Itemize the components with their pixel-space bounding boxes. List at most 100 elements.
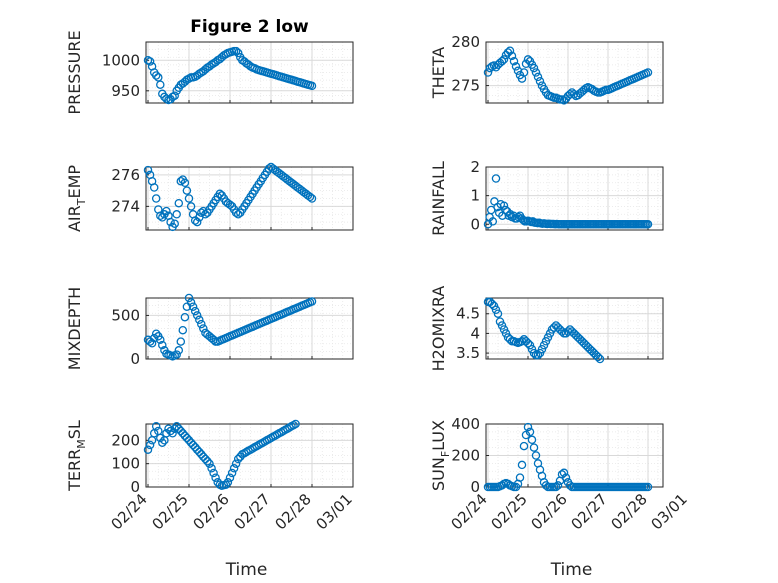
- data-point: [525, 340, 535, 350]
- data-point: [162, 429, 171, 438]
- data-point: [488, 217, 498, 226]
- data-point: [195, 315, 204, 325]
- series-airtemp: [143, 162, 317, 232]
- y-tick-label: 1: [470, 187, 480, 205]
- axes-box: [485, 166, 664, 231]
- data-point: [180, 312, 190, 322]
- data-point: [229, 464, 239, 473]
- y-axis-label-main: RAINFALL: [429, 161, 448, 236]
- data-point: [557, 327, 567, 336]
- y-axis-label: PRESSURE: [65, 30, 84, 114]
- subplot-sunflux: 0200400SUNFLUX02/2402/2502/2602/2702/280…: [429, 415, 691, 580]
- data-point: [192, 217, 202, 227]
- data-point: [207, 464, 216, 473]
- subplot-terrmsl: 0 100 200 TERRMSL 02/2402/2502/2602/2702/280…: [65, 419, 356, 580]
- data-point: [182, 186, 192, 195]
- y-axis-label-main: H2OMIXRA: [429, 286, 448, 372]
- data-point: [497, 56, 507, 66]
- data-point: [147, 339, 157, 348]
- data-point: [487, 299, 497, 309]
- data-point: [531, 451, 541, 460]
- data-point: [184, 194, 194, 203]
- x-tick-label: 02/24: [108, 490, 151, 533]
- x-tick-label: 02/25: [149, 490, 192, 533]
- data-point: [182, 302, 192, 311]
- y-axis-label: TERRMSL: [65, 420, 88, 492]
- data-point: [563, 327, 573, 336]
- data-point: [145, 440, 155, 450]
- data-point: [595, 354, 605, 364]
- y-tick-label: 2: [470, 158, 480, 176]
- y-tick-label: 3.5: [456, 344, 480, 362]
- data-point: [223, 478, 233, 487]
- data-point: [176, 337, 186, 346]
- data-point: [180, 178, 190, 188]
- y-axis-label-main: TERR: [65, 449, 84, 492]
- data-point: [643, 482, 653, 492]
- major-grid: [486, 298, 663, 359]
- data-point: [221, 480, 231, 489]
- y-tick-label: 200: [111, 431, 140, 449]
- y-axis-label: THETA: [429, 47, 448, 99]
- data-point: [201, 210, 210, 219]
- y-axis-label-main: PRESSURE: [65, 30, 84, 114]
- data-point: [499, 55, 509, 64]
- data-point: [151, 71, 161, 80]
- subplot-pressure: 950 1000 PRESSURE Figure 2 low: [65, 17, 354, 115]
- data-point: [497, 321, 507, 330]
- data-point: [190, 306, 200, 316]
- data-point: [143, 445, 153, 454]
- y-axis-label: AIRTEMP: [65, 165, 88, 232]
- series-rainfall: [483, 174, 653, 229]
- data-point: [145, 57, 155, 66]
- chart-title: Figure 2 low: [190, 17, 309, 37]
- series-pressure: [143, 46, 317, 105]
- data-point: [523, 422, 533, 432]
- x-tick-label: 02/26: [190, 490, 233, 533]
- data-point: [305, 192, 315, 202]
- data-point: [158, 438, 167, 447]
- y-axis-label: H2OMIXRA: [429, 286, 448, 372]
- data-point: [531, 68, 541, 77]
- data-point: [307, 81, 317, 91]
- subplot-rainfall: 0 1 2 RAINFALL: [429, 158, 664, 236]
- data-point: [225, 473, 235, 482]
- data-point: [162, 206, 171, 216]
- y-tick-label: 4.5: [456, 305, 480, 323]
- series-theta: [483, 46, 653, 105]
- x-tick-label: 02/27: [568, 490, 611, 533]
- x-tick-label: 02/28: [608, 490, 651, 533]
- y-axis-label: RAINFALL: [429, 161, 448, 236]
- y-tick-label: 100: [111, 455, 140, 473]
- data-point: [523, 339, 533, 348]
- y-tick-label: 280: [451, 33, 480, 51]
- subplot-h2omixra: 3.5 44.5 H2OMIXRA: [429, 286, 664, 372]
- data-point: [172, 350, 181, 359]
- data-point: [209, 335, 218, 345]
- plot-area: [146, 42, 353, 103]
- y-tick-label: 400: [451, 415, 480, 433]
- data-point: [156, 80, 165, 89]
- data-point: [174, 198, 184, 208]
- y-tick-label: 500: [111, 306, 140, 324]
- data-point: [513, 66, 523, 76]
- data-point: [174, 346, 184, 355]
- data-point: [519, 441, 529, 451]
- data-point: [533, 72, 543, 82]
- data-point: [569, 90, 579, 99]
- data-point: [227, 468, 237, 478]
- data-point: [188, 302, 198, 311]
- y-tick-label: 274: [111, 197, 140, 215]
- x-tick-label: 02/28: [272, 490, 315, 533]
- axes-box: [145, 423, 354, 488]
- y-axis-label-main: MIXDEPTH: [65, 287, 84, 370]
- y-axis-label: SUNFLUX: [429, 420, 452, 491]
- data-point: [515, 473, 525, 482]
- data-point: [517, 460, 527, 470]
- data-point: [231, 459, 241, 468]
- data-point: [233, 48, 243, 58]
- data-point: [493, 309, 503, 318]
- data-point: [192, 311, 202, 320]
